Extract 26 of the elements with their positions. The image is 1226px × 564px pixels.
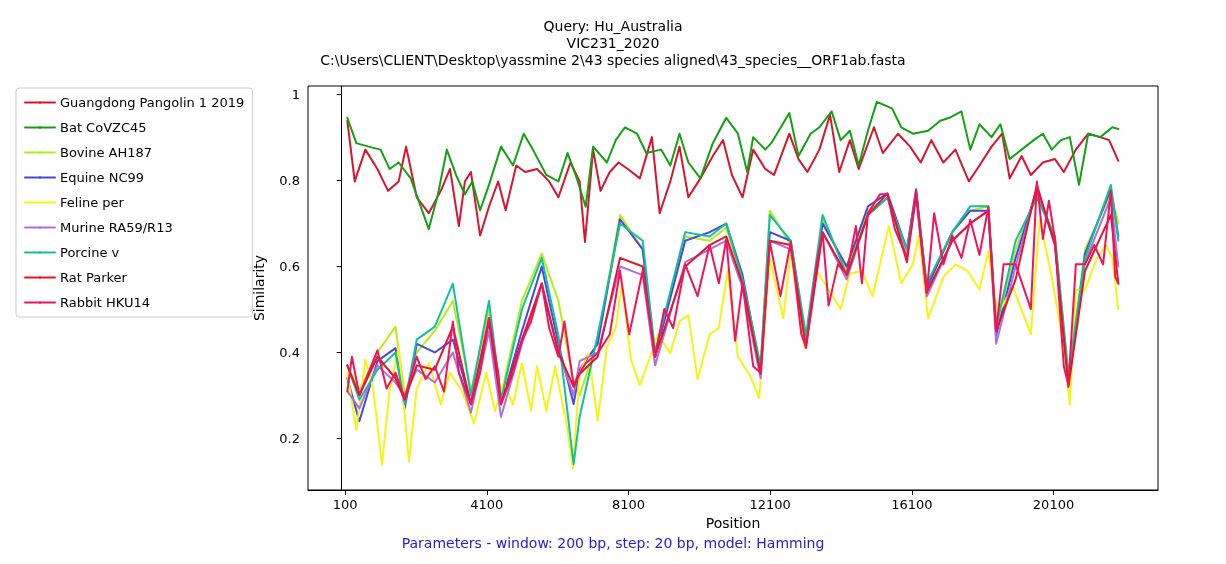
legend-label: Bovine AH187	[60, 145, 153, 160]
chart-title: Query: Hu_Australia VIC231_2020 C:\Users\CLIENT\Desktop\yassmine 2\43 species aligned\43_species__ORF1ab.fasta	[320, 17, 906, 68]
x-tick-label: 4100	[470, 497, 504, 512]
legend-label: Porcine v	[60, 245, 120, 260]
y-axis-title: Similarity	[251, 254, 267, 322]
line-series	[346, 100, 1120, 231]
x-tick-label: 8100	[611, 497, 646, 512]
legend-label: Rat Parker	[60, 270, 128, 285]
legend-label: Equine NC99	[60, 170, 145, 185]
legend-label: Murine RA59/R13	[60, 220, 173, 235]
y-tick-label: 0.6	[279, 259, 300, 275]
y-tick-label: 0.8	[279, 173, 300, 189]
x-tick-label: 16100	[891, 497, 933, 512]
legend-label: Feline per	[60, 195, 125, 210]
legend-label: Rabbit HKU14	[60, 295, 151, 310]
x-tick-label: 20100	[1032, 497, 1075, 512]
legend-label: Guangdong Pangolin 1 2019	[60, 95, 245, 110]
x-tick-label: 100	[332, 497, 358, 512]
x-tick-label: 12100	[749, 497, 791, 512]
y-tick-label: 1	[291, 87, 300, 103]
y-tick-label: 0.4	[279, 344, 300, 360]
y-tick-label: 0.2	[279, 430, 300, 446]
legend-label: Bat CoVZC45	[60, 120, 147, 135]
x-axis-title: Position	[705, 514, 761, 531]
text: Parameters - window: 200 bp, step: 20 bp, model: Hamming	[401, 535, 825, 551]
line-series	[346, 113, 1120, 244]
